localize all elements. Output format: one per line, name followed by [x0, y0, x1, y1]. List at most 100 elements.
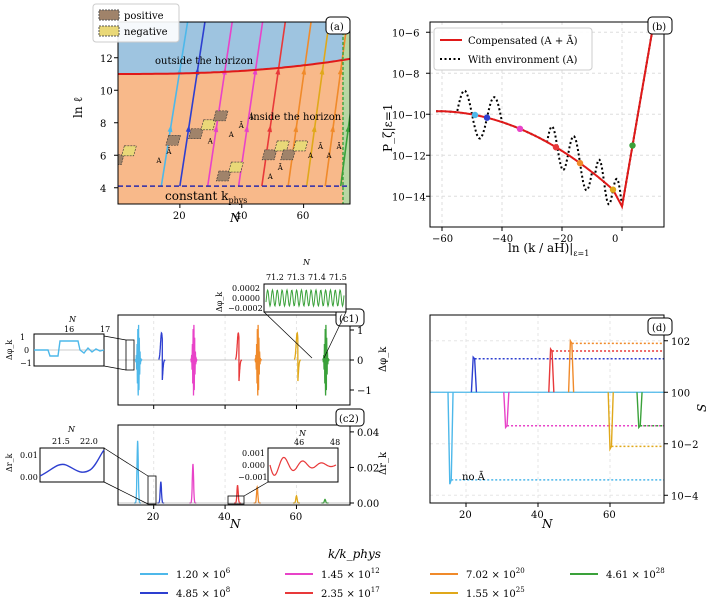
c2-right-inset-connector [243, 481, 269, 497]
legend-label-0: 1.20 × 106 [176, 567, 231, 581]
panel-c2-tag: (c2) [335, 408, 365, 427]
trajectory-arrow-0-0 [167, 124, 173, 133]
trajectory-arrow-6-0 [311, 124, 317, 133]
c2-right-inset-xtick: 46 [294, 438, 304, 447]
c1-series-5 [293, 331, 301, 382]
panel-a-ytick-label: 4 [100, 184, 106, 195]
panel-a-xtick-label: 40 [235, 211, 248, 222]
panel-d: 20 40 60 10−4 10−2 100 102 (d) no Ā N S [429, 314, 709, 531]
c2-left-zoom-box [147, 475, 157, 505]
mode-trajectory-6 [305, 22, 330, 187]
c2-right-inset: N46 48 0.001 0.000 −0.001 [227, 429, 340, 505]
c2-right-inset-xlabel: N [298, 429, 307, 438]
panel-b-frame [429, 21, 665, 228]
panel-b-dot-1 [483, 114, 491, 121]
panel-a-xtick-label: 20 [173, 211, 186, 222]
legend-label-2: 1.45 × 1012 [321, 567, 380, 581]
panel-b-xlabel: ln (k / aH)|ε=1 [508, 241, 589, 258]
legend-mantissa: 1.45 × 10 [321, 570, 371, 581]
legend-mantissa: 4.61 × 10 [606, 570, 656, 581]
c2-left-inset-xtick: 22.0 [80, 437, 98, 446]
c1-left-inset-connector [103, 335, 127, 341]
panel-d-ylabel: S [695, 404, 709, 412]
legend-exponent: 17 [371, 586, 380, 594]
environment-box-label-0-1: Ā [165, 147, 172, 156]
legend-exponent: 28 [656, 567, 665, 575]
c1-left-inset-xlabel: N [68, 315, 77, 324]
environment-box-0-1 [121, 145, 137, 157]
legend-negative-swatch [98, 25, 120, 37]
panel-d-xlabel: N [541, 517, 553, 531]
legend-label-6: 4.61 × 1028 [606, 567, 665, 581]
panel-a-xtick-label: 60 [297, 211, 310, 222]
panel-b-ytick-label: 10−8 [392, 69, 419, 80]
c1-right-inset-connector [323, 311, 347, 359]
c2-series-2 [189, 463, 197, 504]
trajectory-arrow-5-0 [293, 124, 299, 133]
legend-mantissa: 1.20 × 10 [176, 570, 226, 581]
panel-d-tag: (d) [647, 317, 673, 336]
panel-d-ytick-label: 10−2 [671, 440, 698, 451]
c2-left-inset-xlabel: N [67, 425, 76, 434]
environment-box-2-1 [200, 119, 217, 131]
c2-left-inset-connector [103, 447, 149, 477]
panel-a-tag: (a) [325, 16, 351, 35]
panel-b-tag: (b) [647, 16, 673, 35]
c2-left-inset: N 21.5 22.0 0.01 0.00 Δr_k [5, 425, 157, 505]
panel-b-xtick-label: −60 [432, 234, 453, 245]
environment-box-3-0 [215, 170, 232, 182]
constant-kphys-label: constant kphys [165, 189, 247, 205]
panel-b-xtick-label: −20 [552, 234, 573, 245]
legend-negative-label: negative [124, 27, 168, 38]
trajectory-arrow-4-1 [275, 67, 281, 75]
panel-c2-xtick-label: 60 [289, 512, 302, 523]
environment-box-3-1 [228, 161, 244, 173]
panel-b-ytick-label: 10−14 [392, 192, 426, 203]
c1-right-inset-connector [263, 311, 313, 359]
c1-series-2 [190, 324, 198, 396]
c1-left-inset-ytick: −1 [20, 359, 32, 368]
panel-a-xlabel: N [229, 211, 241, 225]
panel-a-frame [117, 21, 351, 205]
environment-box-2-0 [188, 128, 204, 140]
panel-b-ytick-label: 10−10 [392, 110, 426, 121]
panel-d-xtick-label: 20 [459, 510, 472, 521]
c2-right-inset-ytick: 0.001 [242, 449, 265, 458]
legend-exponent: 25 [516, 586, 525, 594]
c2-left-inset-xtick: 21.5 [52, 437, 70, 446]
c1-left-inset-xtick: 17 [100, 325, 110, 334]
c1-series-0 [134, 324, 143, 396]
environment-box-0-0 [118, 154, 125, 166]
panel-a-ylabel: ln ℓ [71, 97, 85, 118]
c2-left-inset-ytick: 0.01 [20, 451, 38, 460]
d-series-5 [607, 392, 614, 452]
c1-right-inset-ytick: 0.0000 [232, 294, 260, 303]
c1-left-inset-xtick: 16 [64, 325, 74, 334]
svg-text:(c1): (c1) [339, 314, 359, 325]
c2-series-3 [234, 485, 242, 504]
panel-b-xtick-label: −40 [492, 234, 513, 245]
panel-c1-ytick-label: 0 [357, 356, 363, 367]
trajectory-arrow-3-0 [244, 124, 249, 133]
svg-text:(d): (d) [652, 323, 666, 334]
series-legend: k/k_phys 1.20 × 106 4.85 × 108 1.45 × 1012… [140, 547, 665, 600]
c2-right-inset-ytick: −0.001 [238, 473, 268, 482]
panel-b-xtick-label: 0 [612, 234, 618, 245]
c1-right-inset-curve [265, 288, 345, 308]
trajectory-arrow-8-1 [353, 67, 358, 74]
c1-right-inset-ytick: −0.0002 [228, 304, 263, 313]
svg-text:(b): (b) [652, 22, 666, 33]
panel-c1-ytick-label: −1 [357, 386, 372, 397]
trajectory-arrow-2-0 [213, 124, 219, 133]
panel-b-dot-2 [516, 125, 524, 133]
trajectory-arrow-1-0 [185, 124, 191, 133]
c1-series-4 [254, 324, 262, 396]
c2-left-inset-connector [103, 481, 149, 505]
mode-trajectory-0 [160, 22, 189, 187]
panel-a-legend: positive negative [92, 3, 180, 43]
environment-box-5-0 [280, 149, 296, 161]
panel-a-ytick-label: 6 [100, 151, 106, 162]
